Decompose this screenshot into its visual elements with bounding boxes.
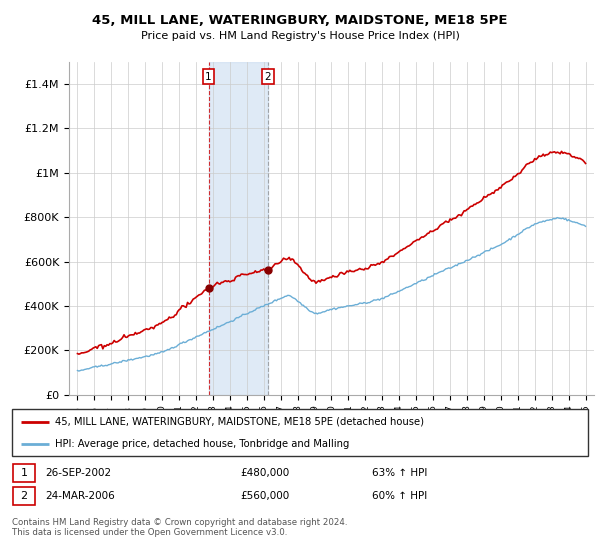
Text: 1: 1 bbox=[205, 72, 212, 82]
Text: £560,000: £560,000 bbox=[240, 491, 289, 501]
Text: £480,000: £480,000 bbox=[240, 468, 289, 478]
Text: 60% ↑ HPI: 60% ↑ HPI bbox=[372, 491, 427, 501]
Text: 26-SEP-2002: 26-SEP-2002 bbox=[45, 468, 111, 478]
Text: 45, MILL LANE, WATERINGBURY, MAIDSTONE, ME18 5PE (detached house): 45, MILL LANE, WATERINGBURY, MAIDSTONE, … bbox=[55, 417, 424, 427]
Bar bbox=[209, 62, 268, 395]
Text: 45, MILL LANE, WATERINGBURY, MAIDSTONE, ME18 5PE: 45, MILL LANE, WATERINGBURY, MAIDSTONE, … bbox=[92, 14, 508, 27]
Text: 2: 2 bbox=[265, 72, 271, 82]
Text: HPI: Average price, detached house, Tonbridge and Malling: HPI: Average price, detached house, Tonb… bbox=[55, 438, 350, 449]
Text: 63% ↑ HPI: 63% ↑ HPI bbox=[372, 468, 427, 478]
Text: 1: 1 bbox=[20, 468, 28, 478]
Text: Price paid vs. HM Land Registry's House Price Index (HPI): Price paid vs. HM Land Registry's House … bbox=[140, 31, 460, 41]
Text: 2: 2 bbox=[20, 491, 28, 501]
Text: Contains HM Land Registry data © Crown copyright and database right 2024.
This d: Contains HM Land Registry data © Crown c… bbox=[12, 518, 347, 538]
Text: 24-MAR-2006: 24-MAR-2006 bbox=[45, 491, 115, 501]
